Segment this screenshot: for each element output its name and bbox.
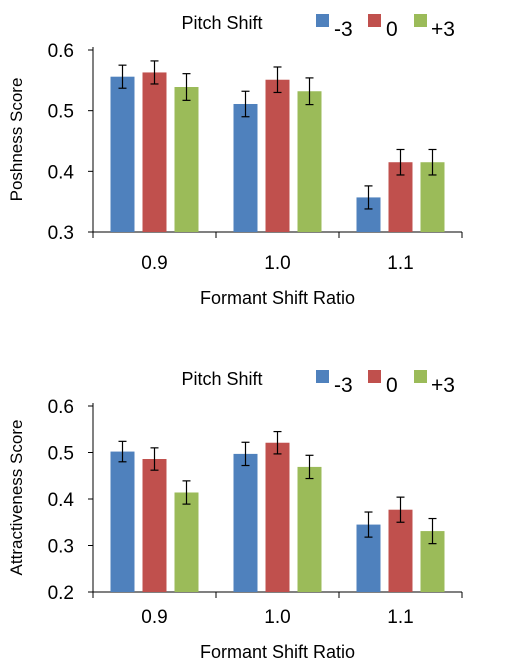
legend-label: -3	[334, 374, 353, 397]
legend-swatch-+3	[414, 370, 427, 383]
chart-1: 0.3 0.4 0.5 0.6 0.9 1.0 1.1 Poshness Score Forma…	[7, 13, 462, 308]
bar-0-1.0	[266, 443, 290, 592]
legend-label: 0	[386, 18, 398, 41]
x-axis-label: Formant Shift Ratio	[200, 642, 355, 662]
x-tick-label: 0.9	[141, 253, 167, 274]
y-axis-label: Attractiveness Score	[7, 420, 26, 576]
y-tick-label: 0.5	[48, 102, 74, 123]
x-axis-label: Formant Shift Ratio	[200, 288, 355, 308]
bar-+3-1.0	[298, 467, 322, 592]
y-tick-label: 0.3	[48, 223, 74, 244]
legend-swatch-+3	[414, 14, 427, 27]
legend-swatch--3	[316, 14, 329, 27]
bar-+3-0.9	[175, 87, 199, 232]
legend-title: Pitch Shift	[181, 369, 262, 389]
legend-label: -3	[334, 18, 353, 41]
legend-title: Pitch Shift	[181, 13, 262, 33]
y-tick-label: 0.4	[48, 490, 75, 511]
chart-2: 0.2 0.3 0.4 0.5 0.6 0.9 1.0 1.1 Attractiveness S…	[7, 369, 462, 662]
y-tick-label: 0.6	[48, 41, 74, 62]
x-tick-label: 1.1	[387, 253, 413, 274]
bar-0-0.9	[143, 459, 167, 592]
x-tick-label: 1.0	[264, 253, 290, 274]
legend-swatch-0	[368, 14, 381, 27]
x-tick-label: 1.0	[264, 607, 290, 628]
y-tick-label: 0.4	[48, 162, 75, 183]
bar-+3-1.0	[298, 91, 322, 232]
y-tick-label: 0.2	[48, 583, 74, 604]
legend-label: 0	[386, 374, 398, 397]
y-tick-label: 0.5	[48, 444, 74, 465]
y-tick-label: 0.6	[48, 397, 74, 418]
bar--3-1.0	[234, 454, 258, 592]
legend-swatch-0	[368, 370, 381, 383]
x-tick-label: 0.9	[141, 607, 167, 628]
y-axis-label: Poshness Score	[7, 78, 26, 202]
bar-0-0.9	[143, 72, 167, 232]
y-tick-label: 0.3	[48, 537, 74, 558]
legend-label: +3	[431, 18, 455, 41]
bar-+3-0.9	[175, 492, 199, 592]
bar--3-0.9	[111, 77, 135, 232]
x-tick-label: 1.1	[387, 607, 413, 628]
bar--3-0.9	[111, 452, 135, 592]
bar--3-1.0	[234, 104, 258, 232]
legend-swatch--3	[316, 370, 329, 383]
legend-label: +3	[431, 374, 455, 397]
bar-0-1.0	[266, 80, 290, 232]
